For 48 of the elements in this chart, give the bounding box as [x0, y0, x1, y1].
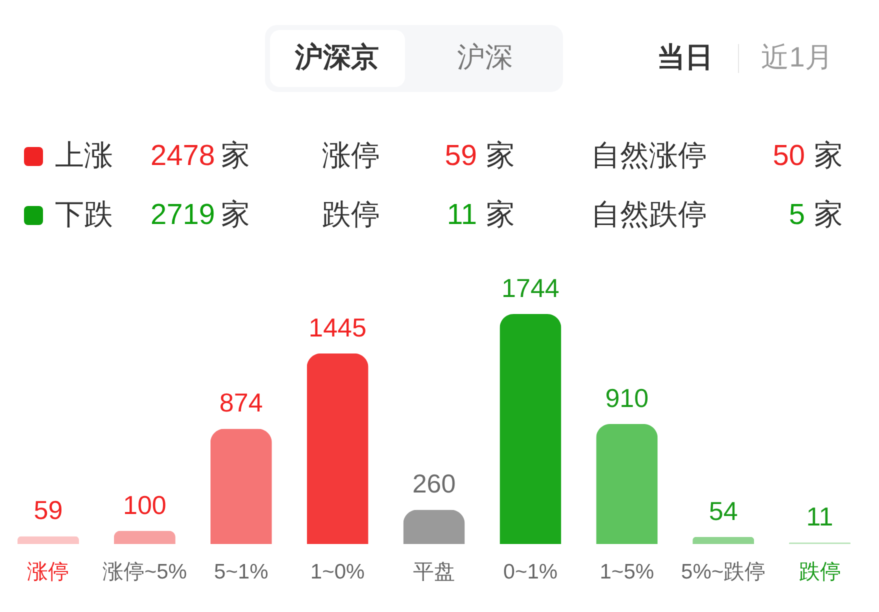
x-tick-label: 平盘	[413, 560, 455, 584]
text: 50	[772, 140, 805, 173]
data-label: 874	[219, 388, 263, 418]
x-tick-label: 1~0%	[310, 560, 365, 584]
text: 自然涨停	[591, 140, 707, 173]
bar	[500, 314, 562, 544]
bar	[114, 530, 176, 544]
bar	[596, 424, 658, 544]
text: 自然跌停	[591, 199, 707, 232]
text: 家	[814, 199, 843, 232]
x-tick-label: 涨停	[27, 560, 70, 584]
x-tick-label: 跌停	[798, 560, 841, 584]
text: 家	[486, 140, 515, 173]
legend-label: 下跌	[55, 199, 113, 232]
legend-label: 上涨	[55, 140, 113, 173]
text: 跌停	[322, 199, 380, 232]
text: 家	[486, 199, 515, 232]
x-tick-label: 1~5%	[600, 560, 654, 584]
text: 11	[446, 199, 477, 232]
text: 近1月	[761, 42, 833, 74]
bar	[306, 353, 368, 544]
text: 2719	[150, 199, 215, 232]
text: 5	[788, 199, 805, 232]
bar	[17, 536, 79, 544]
text: 当日	[657, 42, 713, 74]
x-tick-label: 5%~跌停	[681, 560, 766, 584]
data-label: 54	[708, 496, 738, 526]
x-tick-label: 涨停~5%	[102, 560, 187, 584]
data-label: 59	[34, 495, 63, 526]
data-label: 910	[605, 382, 649, 413]
data-label: 1744	[502, 273, 560, 303]
data-label: 260	[412, 468, 456, 499]
text: 家	[221, 199, 250, 232]
text: 家	[221, 140, 250, 173]
text: 2478	[150, 140, 215, 173]
data-label: 11	[806, 502, 834, 532]
data-label: 100	[122, 490, 166, 520]
text: 沪深京	[295, 42, 379, 74]
bar	[210, 428, 272, 544]
text: 家	[814, 140, 843, 173]
x-tick-label: 5~1%	[214, 560, 268, 584]
x-tick-label: 0~1%	[503, 560, 558, 584]
text: 沪深	[457, 42, 513, 74]
bar	[403, 510, 465, 544]
bar	[692, 536, 754, 544]
text: 59	[444, 140, 477, 173]
text: 涨停	[322, 140, 380, 173]
data-label: 1445	[308, 312, 366, 342]
